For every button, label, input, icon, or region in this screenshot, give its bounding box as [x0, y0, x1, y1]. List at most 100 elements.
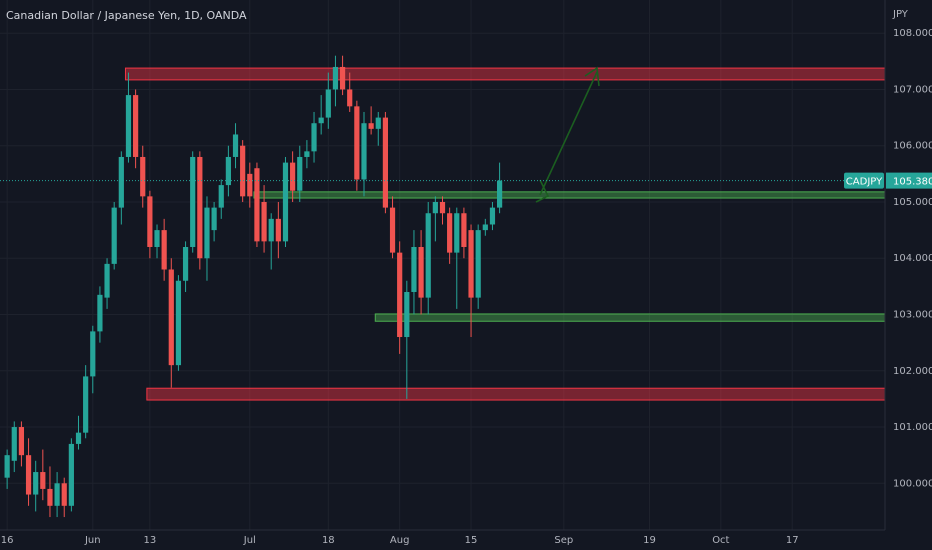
candle-body: [225, 156, 231, 186]
candle-body: [111, 207, 117, 264]
candle-body: [161, 230, 167, 270]
candle-body: [218, 185, 224, 208]
candle-body: [304, 151, 310, 157]
candle-body: [254, 168, 260, 242]
candle-body: [447, 213, 453, 253]
y-tick-label: 103.000: [893, 310, 932, 321]
candle-body: [133, 95, 139, 157]
candle-body: [432, 201, 438, 214]
zone: [253, 191, 886, 199]
candle-body: [4, 455, 10, 478]
candle-body: [468, 230, 474, 298]
x-tick-label: 13: [144, 535, 157, 546]
candle-body: [33, 472, 39, 495]
candle-body: [175, 280, 182, 366]
candle-body: [118, 156, 124, 208]
candle-body: [104, 263, 110, 298]
y-tick-label: 100.000: [893, 478, 932, 489]
candles: [4, 55, 503, 518]
candle-body: [261, 201, 267, 242]
candle-body: [268, 218, 274, 242]
zone: [146, 387, 886, 401]
candle-body: [75, 432, 82, 444]
forecast-arrow: [535, 66, 600, 203]
candle-body: [154, 230, 160, 247]
candle-body: [247, 173, 253, 197]
candle-body: [311, 123, 317, 152]
candle-body: [68, 443, 74, 506]
x-tick-label: 16: [1, 535, 14, 546]
x-tick-label: 15: [465, 535, 478, 546]
axes: 100.000 101.000 102.000 103.000 104.000 105.0…: [0, 28, 932, 546]
x-tick-label: Aug: [390, 535, 410, 546]
candle-body: [318, 117, 324, 124]
candle-body: [347, 89, 353, 107]
candle-body: [275, 218, 281, 242]
candle-body: [475, 230, 481, 298]
candle-body: [425, 213, 431, 298]
y-tick-label: 102.000: [893, 366, 932, 377]
candle-body: [397, 252, 403, 338]
chart-title: Canadian Dollar / Japanese Yen, 1D, OAND…: [6, 9, 247, 22]
candle-body: [404, 292, 410, 338]
candle-body: [25, 455, 32, 495]
price-axis-unit: JPY: [892, 9, 909, 20]
symbol-tag: [844, 172, 884, 189]
candle-body: [97, 294, 103, 332]
candle-body: [240, 145, 246, 197]
candle-body: [375, 117, 381, 129]
candle-body: [454, 213, 460, 253]
candle-body: [168, 269, 174, 366]
y-tick-label: 106.000: [893, 141, 932, 152]
candle-body: [211, 207, 217, 231]
y-tick-label: 105.000: [893, 197, 932, 208]
y-tick-label: 104.000: [893, 253, 932, 264]
candle-body: [197, 156, 203, 259]
x-tick-label: Jun: [84, 535, 101, 546]
candle-body: [418, 246, 424, 298]
candle-body: [54, 483, 60, 506]
candle-body: [232, 134, 239, 157]
candle-body: [11, 427, 17, 461]
x-tick-label: 18: [322, 535, 335, 546]
x-tick-label: Sep: [554, 535, 573, 546]
candle-body: [83, 376, 89, 433]
candle-body: [361, 123, 367, 180]
candle-body: [190, 156, 196, 247]
candle-body: [182, 246, 189, 281]
candle-body: [325, 89, 331, 118]
candle-body: [147, 196, 153, 247]
symbol-label: CADJPY: [846, 177, 883, 188]
candle-body: [489, 207, 496, 225]
candle-body: [125, 95, 132, 157]
candle-body: [439, 201, 446, 214]
candle-body: [40, 472, 46, 489]
candle-body: [461, 213, 467, 247]
x-tick-label: Jul: [243, 535, 256, 546]
candle-body: [47, 488, 53, 506]
candle-body: [482, 224, 488, 231]
last-price-tag: [886, 172, 932, 189]
candle-body: [389, 207, 396, 253]
candle-body: [204, 207, 210, 259]
candle-body: [496, 180, 503, 208]
x-tick-label: 17: [786, 535, 799, 546]
candle-body: [339, 66, 346, 90]
zone: [124, 67, 886, 81]
candle-body: [368, 123, 374, 129]
last-price-label: 105.380: [893, 177, 932, 188]
x-tick-label: 19: [643, 535, 656, 546]
y-tick-label: 101.000: [893, 422, 932, 433]
candle-body: [282, 162, 289, 242]
y-tick-label: 107.000: [893, 84, 932, 95]
candle-body: [290, 162, 296, 191]
candle-body: [382, 117, 389, 208]
candle-body: [332, 66, 339, 90]
x-tick-label: Oct: [712, 535, 729, 546]
candle-body: [354, 106, 360, 180]
candle-body: [90, 331, 96, 377]
candle-body: [61, 483, 67, 506]
